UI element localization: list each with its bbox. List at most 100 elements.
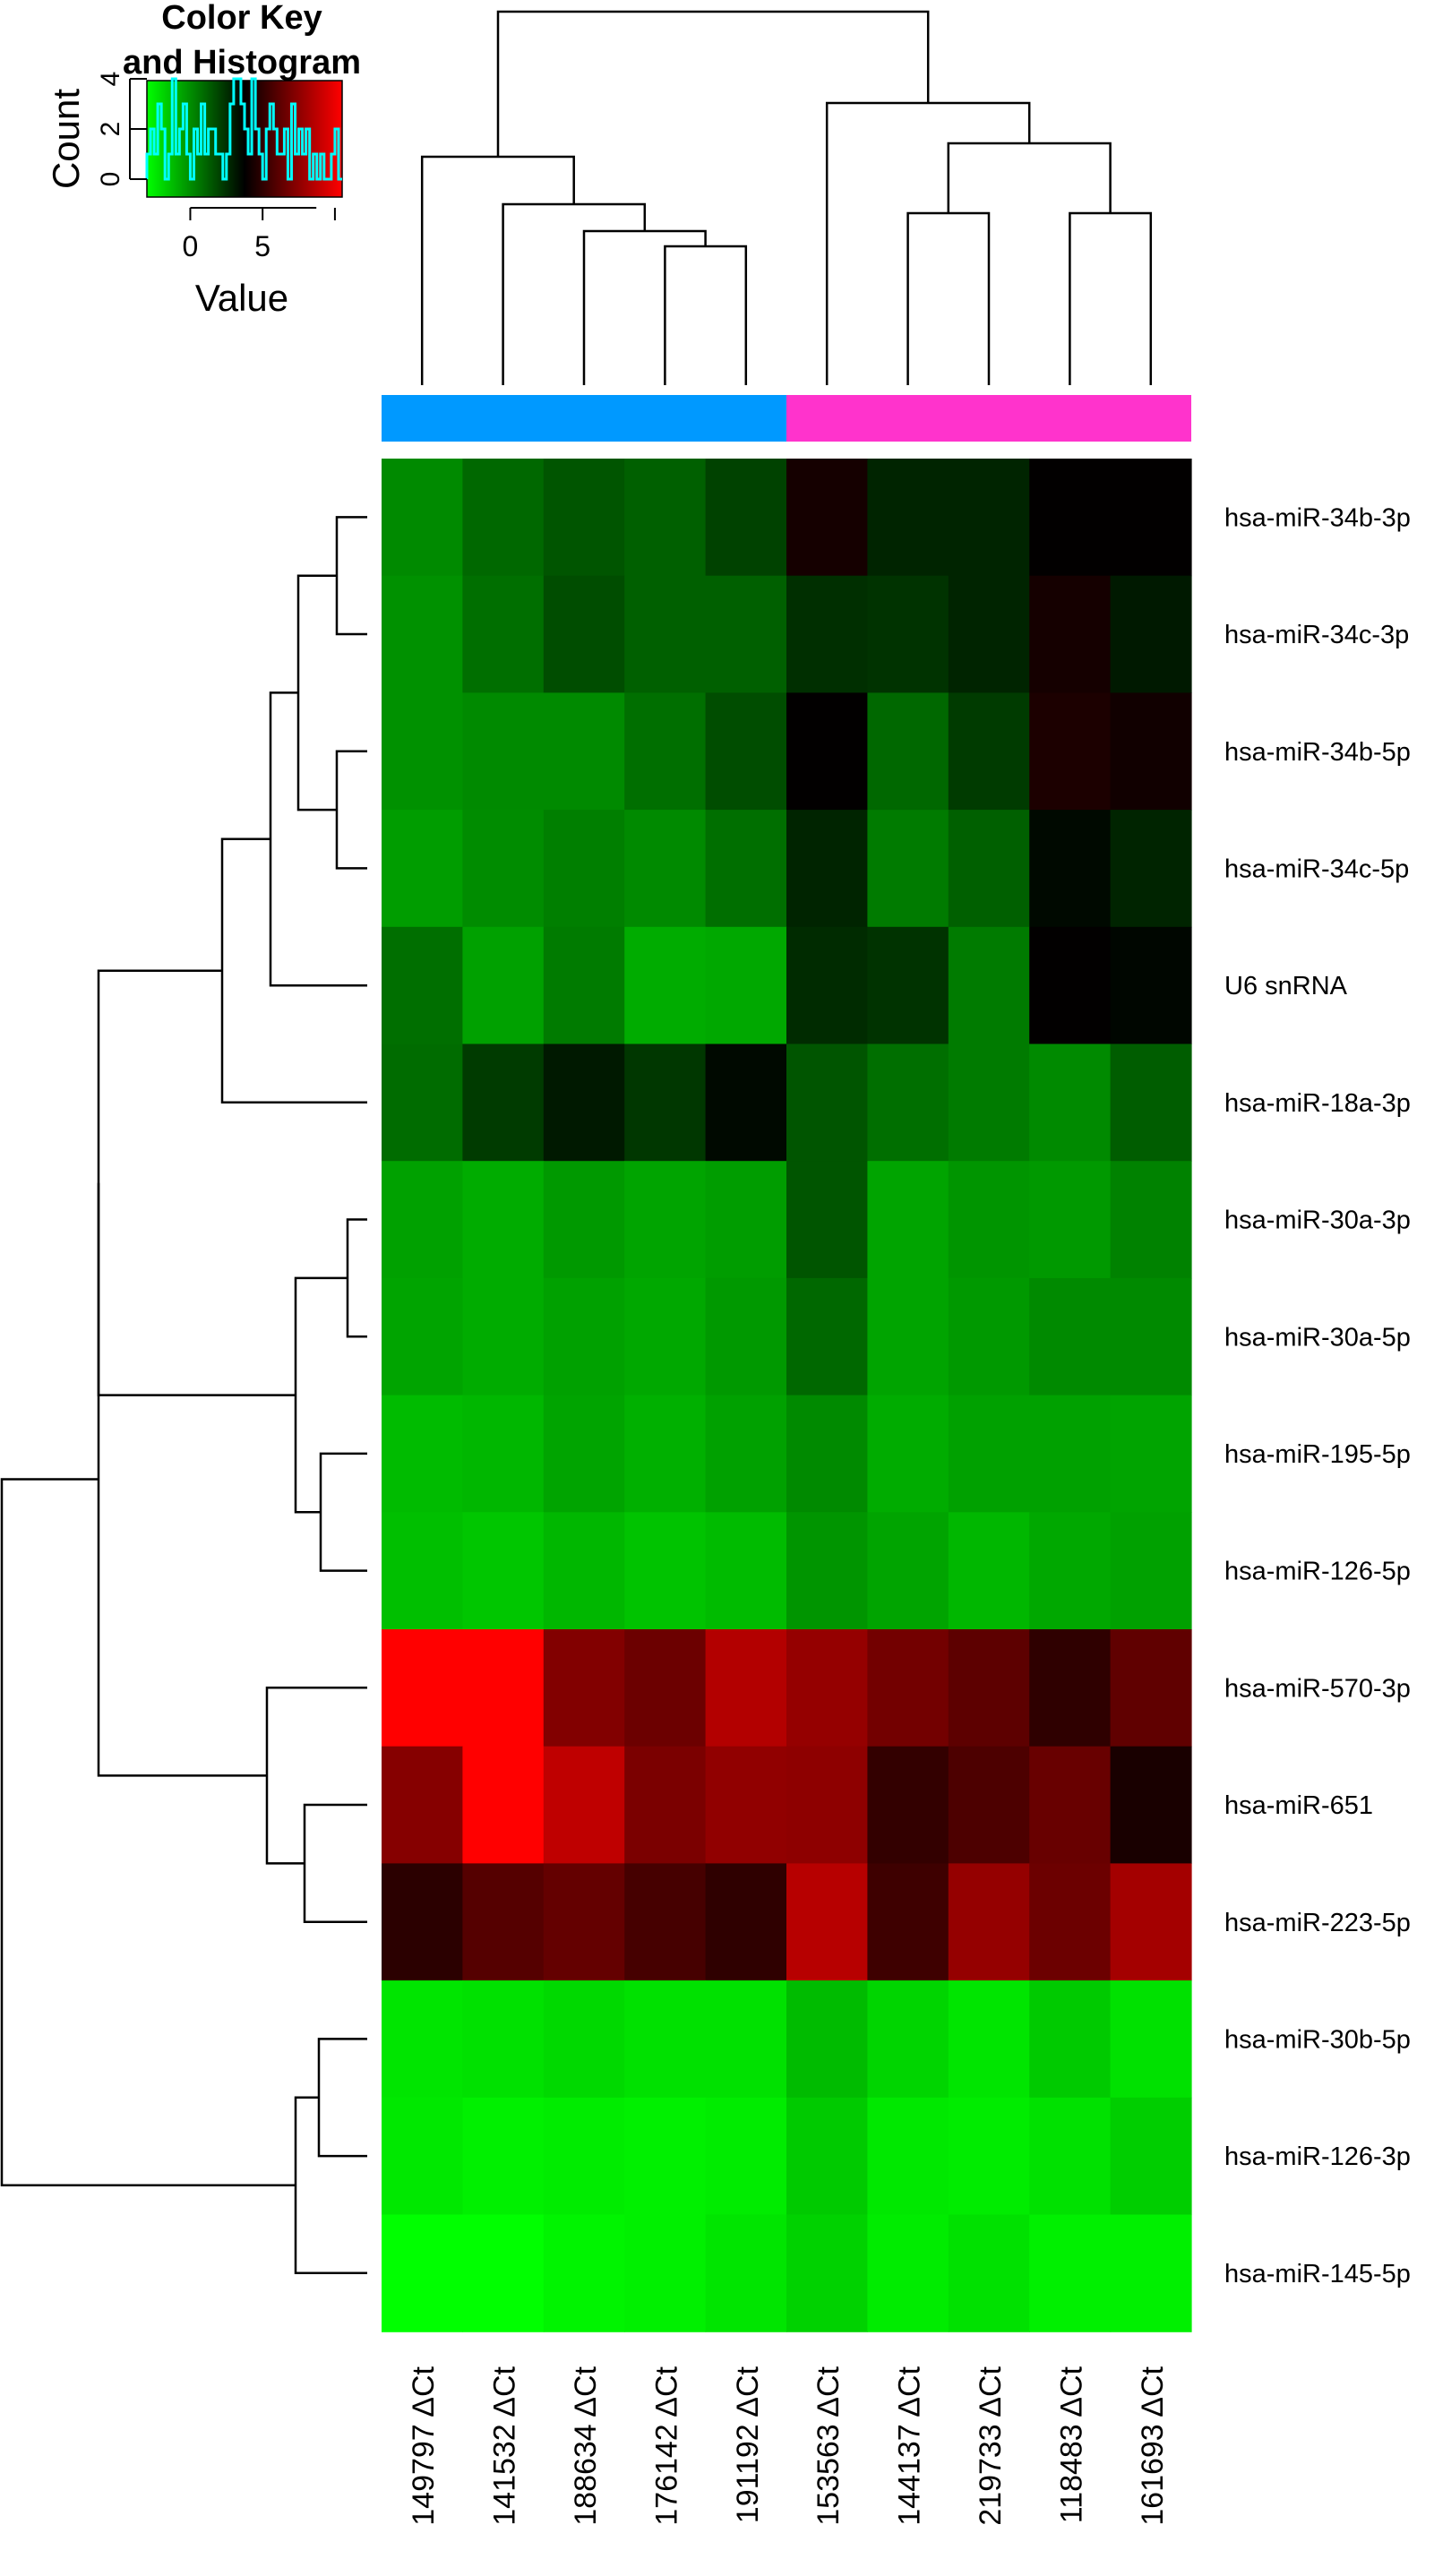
x-tick-label: 0 bbox=[183, 230, 199, 262]
heatmap-cell bbox=[382, 1863, 463, 1981]
row-label: hsa-miR-30a-3p bbox=[1224, 1206, 1411, 1235]
heatmap-cell bbox=[1110, 1161, 1192, 1279]
heatmap-cell bbox=[786, 1863, 868, 1981]
row-labels: hsa-miR-34b-3p hsa-miR-34c-3p hsa-miR-34b-… bbox=[1224, 503, 1411, 2288]
color-key-title-line1: Color Key bbox=[161, 0, 322, 37]
y-tick-label: 2 bbox=[96, 122, 125, 137]
dendrogram-branch bbox=[496, 10, 930, 157]
heatmap-cell bbox=[462, 1746, 545, 1864]
heatmap-cell bbox=[543, 1980, 625, 2099]
heatmap-cell bbox=[1110, 2214, 1192, 2332]
heatmap-cell bbox=[624, 459, 707, 577]
heatmap-cell bbox=[948, 1746, 1030, 1864]
heatmap-cell bbox=[705, 810, 787, 928]
column-dendrogram bbox=[420, 10, 1153, 385]
heatmap-cell bbox=[462, 1980, 545, 2099]
heatmap-cell bbox=[1029, 2097, 1112, 2216]
heatmap-cell bbox=[382, 926, 463, 1045]
heatmap-cell bbox=[786, 692, 868, 811]
heatmap-cell bbox=[462, 575, 545, 693]
heatmap-cell bbox=[543, 1277, 625, 1396]
heatmap-cell bbox=[382, 2097, 463, 2216]
column-label: 191192 ΔCt bbox=[731, 2366, 765, 2523]
heatmap-cell bbox=[1029, 1980, 1112, 2099]
heatmap-cell bbox=[1029, 1277, 1112, 1396]
heatmap-cell bbox=[382, 1277, 463, 1396]
heatmap-cell bbox=[705, 1629, 787, 1747]
heatmap-cell bbox=[867, 1629, 949, 1747]
heatmap-cell bbox=[786, 810, 868, 928]
heatmap-cell bbox=[1029, 1746, 1112, 1864]
color-key-x-label: Value bbox=[195, 277, 288, 319]
heatmap-cell bbox=[382, 459, 463, 577]
heatmap-cell bbox=[462, 1629, 545, 1747]
dendrogram-branch bbox=[825, 101, 1031, 385]
heatmap-cell bbox=[867, 459, 949, 577]
dendrogram-branch bbox=[319, 1452, 367, 1572]
heatmap-cell bbox=[948, 2214, 1030, 2332]
column-label: 141532 ΔCt bbox=[488, 2366, 522, 2525]
row-dendrogram bbox=[0, 516, 367, 2275]
heatmap-cell bbox=[1029, 692, 1112, 811]
heatmap-cell bbox=[948, 2097, 1030, 2216]
histogram-line bbox=[145, 77, 342, 181]
heatmap-cell bbox=[543, 459, 625, 577]
row-label: hsa-miR-34b-5p bbox=[1224, 738, 1411, 767]
heatmap-cell bbox=[948, 1395, 1030, 1513]
heatmap-cell bbox=[948, 926, 1030, 1045]
column-label: 188634 ΔCt bbox=[569, 2366, 603, 2525]
column-label: 176142 ΔCt bbox=[649, 2366, 683, 2525]
heatmap-cell bbox=[705, 692, 787, 811]
heatmap-cell bbox=[1110, 1277, 1192, 1396]
heatmap-cell bbox=[705, 459, 787, 577]
heatmap-cell bbox=[705, 1512, 787, 1630]
dendrogram-branch bbox=[317, 2038, 367, 2158]
heatmap-cell bbox=[867, 2214, 949, 2332]
heatmap-cell bbox=[462, 1863, 545, 1981]
heatmap-cell bbox=[1110, 1395, 1192, 1513]
heatmap-cell bbox=[1029, 810, 1112, 928]
column-label: 144137 ΔCt bbox=[893, 2366, 927, 2525]
heatmap-cell bbox=[624, 926, 707, 1045]
heatmap-cell bbox=[462, 2214, 545, 2332]
row-label: hsa-miR-34b-3p bbox=[1224, 503, 1411, 532]
column-label: 219733 ΔCt bbox=[974, 2366, 1008, 2525]
heatmap-cell bbox=[705, 1043, 787, 1162]
heatmap-cell bbox=[1110, 459, 1192, 577]
heatmap-cell bbox=[948, 1863, 1030, 1981]
heatmap-cell bbox=[705, 1395, 787, 1513]
row-label: hsa-miR-223-5p bbox=[1224, 1909, 1411, 1937]
heatmap-cell bbox=[867, 575, 949, 693]
heatmap-cell bbox=[786, 1043, 868, 1162]
heatmap-cell bbox=[382, 810, 463, 928]
heatmap-cell bbox=[382, 1629, 463, 1747]
row-label: hsa-miR-34c-3p bbox=[1224, 621, 1409, 649]
row-label: hsa-miR-651 bbox=[1224, 1791, 1373, 1820]
heatmap-cell bbox=[382, 1746, 463, 1864]
dendrogram-branch bbox=[296, 574, 337, 811]
heatmap-cell bbox=[948, 1277, 1030, 1396]
heatmap-cell bbox=[462, 926, 545, 1045]
dendrogram-branch bbox=[947, 142, 1112, 213]
color-key-y-axis: 0 2 4 bbox=[96, 72, 147, 186]
heatmap-cell bbox=[786, 1161, 868, 1279]
row-label: hsa-miR-34c-5p bbox=[1224, 854, 1409, 883]
heatmap-cell bbox=[1029, 575, 1112, 693]
heatmap-cell bbox=[1110, 692, 1192, 811]
heatmap-cell bbox=[1029, 1629, 1112, 1747]
heatmap-cell bbox=[867, 1512, 949, 1630]
heatmap-cell bbox=[1110, 1863, 1192, 1981]
heatmap-cell bbox=[1029, 1395, 1112, 1513]
heatmap-cell bbox=[867, 2097, 949, 2216]
heatmap-cell bbox=[543, 692, 625, 811]
heatmap-cell bbox=[1029, 2214, 1112, 2332]
row-label: hsa-miR-18a-3p bbox=[1224, 1089, 1411, 1118]
y-tick-label: 4 bbox=[96, 72, 125, 87]
heatmap-cell bbox=[867, 1980, 949, 2099]
row-label: hsa-miR-145-5p bbox=[1224, 2260, 1411, 2288]
heatmap-cell bbox=[1110, 1629, 1192, 1747]
heatmap-cell bbox=[624, 575, 707, 693]
heatmap-cell bbox=[624, 692, 707, 811]
